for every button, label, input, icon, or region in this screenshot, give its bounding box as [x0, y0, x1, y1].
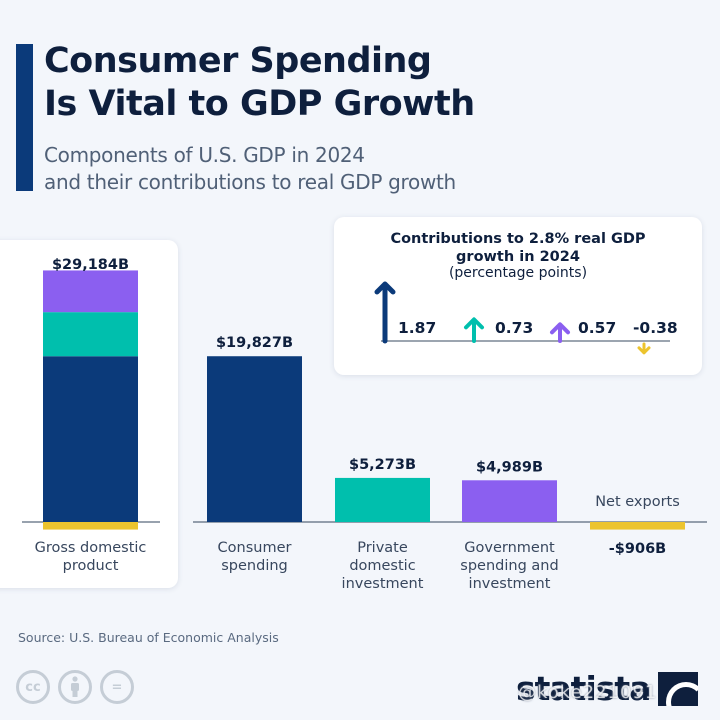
by-attribution-icon[interactable]	[58, 670, 92, 704]
category-label: investment	[469, 576, 551, 592]
gdp-segment-government	[43, 270, 138, 313]
cc-icon[interactable]: cc	[16, 670, 50, 704]
category-label: Private	[357, 540, 408, 556]
gdp-segment-investment	[43, 312, 138, 357]
contributions-title: Contributions to 2.8% real GDP growth in…	[334, 230, 702, 266]
category-label: spending and	[460, 558, 558, 574]
bar-value-label: $5,273B	[349, 457, 416, 473]
category-label: spending	[221, 558, 288, 574]
category-label: product	[63, 558, 119, 574]
statista-logo[interactable]: statista	[516, 669, 699, 708]
bar-net-exports	[590, 522, 685, 530]
category-label: investment	[342, 576, 424, 592]
category-label: Government	[464, 540, 555, 556]
bar-investment	[335, 477, 430, 522]
contributions-title-line-2: growth in 2024	[456, 249, 580, 265]
contribution-value-label: -0.38	[633, 319, 678, 337]
contribution-value-label: 0.73	[495, 319, 533, 337]
contribution-value-label: 0.57	[578, 319, 616, 337]
category-label: Gross domestic	[35, 540, 147, 556]
contribution-value-label: 1.87	[398, 319, 436, 337]
category-label: Consumer	[218, 540, 292, 556]
subtitle-line-2: and their contributions to real GDP grow…	[44, 170, 456, 194]
title-line-1: Consumer Spending	[44, 41, 432, 81]
page-subtitle: Components of U.S. GDP in 2024 and their…	[44, 142, 456, 196]
contribution-arrow-head-up-icon	[374, 281, 396, 295]
bar-value-label: -$906B	[609, 541, 666, 557]
subtitle-line-1: Components of U.S. GDP in 2024	[44, 143, 365, 167]
page-title: Consumer Spending Is Vital to GDP Growth	[44, 40, 475, 126]
gdp-segment-consumer	[43, 356, 138, 522]
gdp-value-label: $29,184B	[52, 257, 129, 273]
contributions-subtitle: (percentage points)	[448, 265, 588, 281]
statista-mark-icon	[658, 671, 699, 706]
brand-wordmark: statista	[516, 669, 651, 708]
category-label: domestic	[349, 558, 415, 574]
bar-government	[462, 480, 557, 522]
contribution-arrow-head-up-icon	[550, 322, 570, 335]
gdp-segment-net-exports	[43, 522, 138, 530]
contribution-arrow-head-up-icon	[464, 317, 484, 330]
no-derivatives-icon[interactable]: =	[100, 670, 134, 704]
watermark: @koke221091	[518, 682, 658, 703]
contributions-title-line-1: Contributions to 2.8% real GDP	[390, 231, 646, 247]
license-icons: cc =	[16, 670, 134, 704]
bar-consumer	[207, 356, 302, 522]
category-label: Net exports	[595, 494, 680, 510]
title-accent-bar	[16, 44, 33, 191]
title-line-2: Is Vital to GDP Growth	[44, 84, 475, 124]
bar-value-label: $19,827B	[216, 335, 293, 351]
contribution-arrow-head-down-icon	[637, 346, 651, 355]
source-note: Source: U.S. Bureau of Economic Analysis	[18, 630, 279, 645]
bar-value-label: $4,989B	[476, 459, 543, 475]
